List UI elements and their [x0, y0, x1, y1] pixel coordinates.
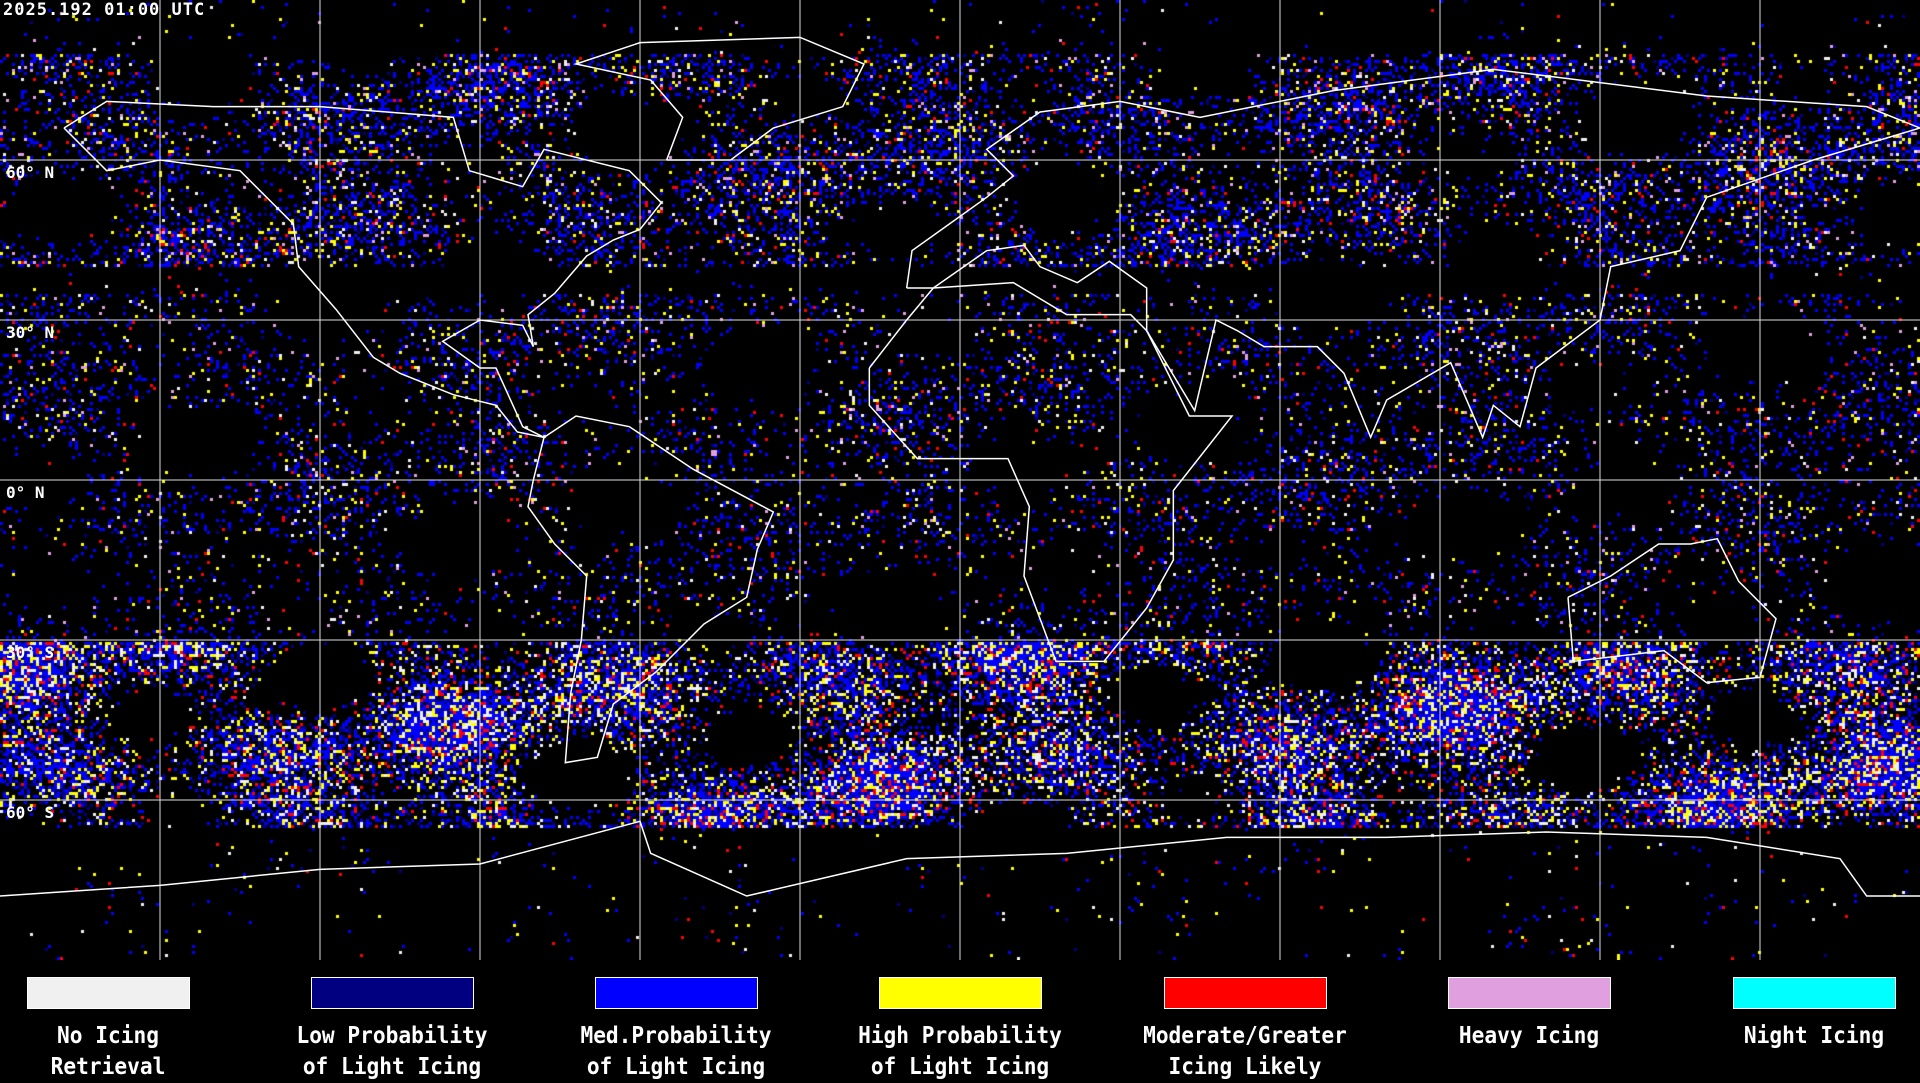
- legend-swatch: [310, 977, 474, 1009]
- legend-swatch: [1447, 977, 1611, 1009]
- coastline-africa: [868, 281, 1234, 663]
- coastline-grid-layer: [0, 0, 1920, 960]
- lat-label-60s: 60° S: [6, 803, 55, 822]
- legend-label-line2: Retrieval: [50, 1054, 166, 1080]
- legend-label-line2: Icing Likely: [1168, 1054, 1322, 1080]
- legend-item-heavy-icing: Heavy Icing: [1387, 977, 1671, 1052]
- legend-swatch: [1163, 977, 1327, 1009]
- coastline-eurasia: [905, 68, 1920, 440]
- legend-item-high-probability: High Probability of Light Icing: [818, 977, 1102, 1083]
- legend-item-med-probability: Med.Probability of Light Icing: [534, 977, 818, 1083]
- legend-label-line1: Low Probability: [296, 1023, 488, 1049]
- coastline-north-america: [63, 100, 663, 439]
- coastline-greenland: [573, 36, 866, 161]
- timestamp: 2025.192 01:00 UTC: [3, 0, 206, 20]
- lat-label-30n: 30° N: [6, 323, 55, 342]
- legend-label-line1: Heavy Icing: [1458, 1023, 1600, 1049]
- lat-label-60n: 60° N: [6, 163, 55, 182]
- legend-label-line1: Moderate/Greater: [1143, 1023, 1347, 1049]
- legend-label-line2: of Light Icing: [870, 1054, 1050, 1080]
- legend-label-line2: of Light Icing: [302, 1054, 482, 1080]
- legend-item-low-probability: Low Probability of Light Icing: [250, 977, 534, 1083]
- lat-label-30s: 30° S: [6, 643, 55, 662]
- legend-label-line1: High Probability: [858, 1023, 1062, 1049]
- coastline-antarctica: [0, 820, 1920, 897]
- legend-label-line1: Med.Probability: [580, 1023, 772, 1049]
- legend-label-line2: of Light Icing: [586, 1054, 766, 1080]
- legend-label-line1: Night Icing: [1743, 1023, 1885, 1049]
- lat-label-0n: 0° N: [6, 483, 45, 502]
- legend-label-line1: No Icing: [57, 1023, 159, 1049]
- coastline-south-america: [527, 415, 775, 764]
- legend-item-moderate-greater: Moderate/Greater Icing Likely: [1103, 977, 1387, 1083]
- legend-swatch: [26, 977, 190, 1009]
- legend-item-night-icing: Night Icing: [1672, 977, 1920, 1052]
- coastline-australia: [1567, 537, 1777, 684]
- legend-swatch: [1732, 977, 1896, 1009]
- legend-swatch: [594, 977, 758, 1009]
- legend: No Icing Retrieval Low Probability of Li…: [0, 960, 1920, 1080]
- legend-item-no-icing: No Icing Retrieval: [0, 977, 250, 1083]
- legend-swatch: [878, 977, 1042, 1009]
- icing-map: [0, 0, 1920, 960]
